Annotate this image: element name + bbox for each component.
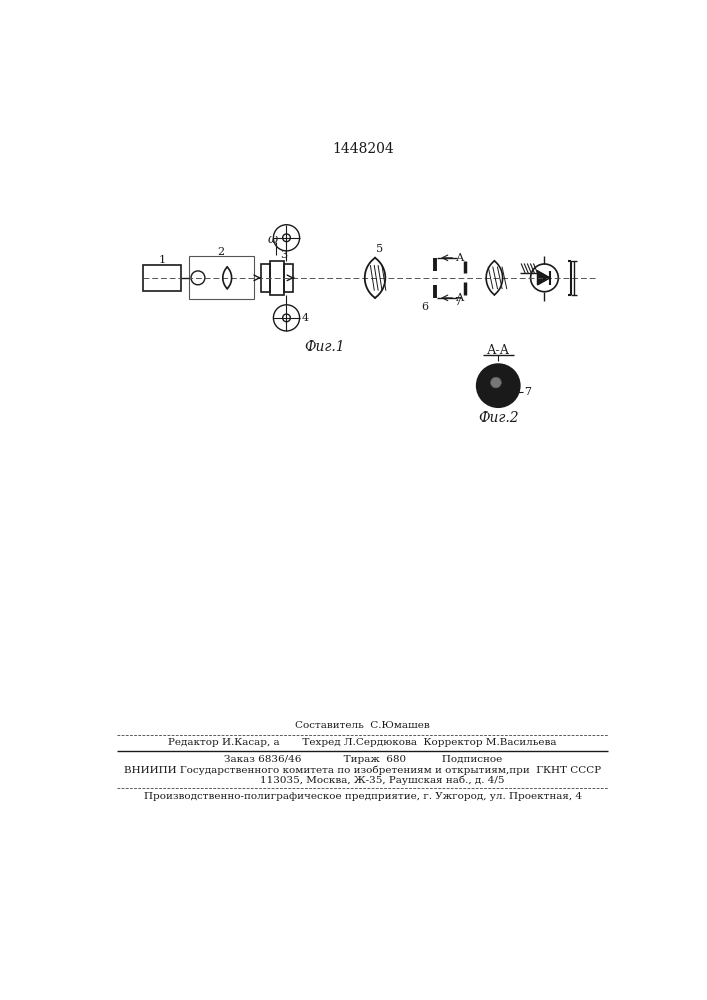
Text: Фиг.1: Фиг.1 <box>305 340 345 354</box>
Text: 5: 5 <box>376 244 383 254</box>
Circle shape <box>491 377 501 388</box>
Text: Заказ 6836/46             Тираж  680           Подписное: Заказ 6836/46 Тираж 680 Подписное <box>223 755 502 764</box>
Text: 1: 1 <box>158 255 165 265</box>
Circle shape <box>477 364 520 407</box>
Text: Фиг.2: Фиг.2 <box>478 411 518 425</box>
Text: Редактор И.Касар, а       Техред Л.Сердюкова  Корректор М.Васильева: Редактор И.Касар, а Техред Л.Сердюкова К… <box>168 738 557 747</box>
Text: 113035, Москва, Ж-35, Раушская наб., д. 4/5: 113035, Москва, Ж-35, Раушская наб., д. … <box>221 775 505 785</box>
Bar <box>189 256 254 299</box>
Text: 6: 6 <box>421 302 428 312</box>
Text: Составитель  С.Юмашев: Составитель С.Юмашев <box>296 721 430 730</box>
Text: 2: 2 <box>218 247 225 257</box>
Text: 3: 3 <box>281 250 288 260</box>
Text: ω: ω <box>267 233 278 246</box>
Text: 7: 7 <box>454 297 461 307</box>
Bar <box>261 264 270 292</box>
Text: 4: 4 <box>302 313 309 323</box>
Text: 1448204: 1448204 <box>332 142 394 156</box>
Text: А: А <box>456 253 464 263</box>
Text: 7: 7 <box>524 387 531 397</box>
Text: ВНИИПИ Государственного комитета по изобретениям и открытиям,при  ГКНТ СССР: ВНИИПИ Государственного комитета по изоб… <box>124 766 601 775</box>
Bar <box>270 261 284 295</box>
Bar <box>143 265 181 291</box>
Bar <box>284 264 293 292</box>
Text: А: А <box>456 293 464 303</box>
Text: А-А: А-А <box>486 344 510 358</box>
Text: Производственно-полиграфическое предприятие, г. Ужгород, ул. Проектная, 4: Производственно-полиграфическое предприя… <box>144 792 582 801</box>
Polygon shape <box>537 271 550 285</box>
